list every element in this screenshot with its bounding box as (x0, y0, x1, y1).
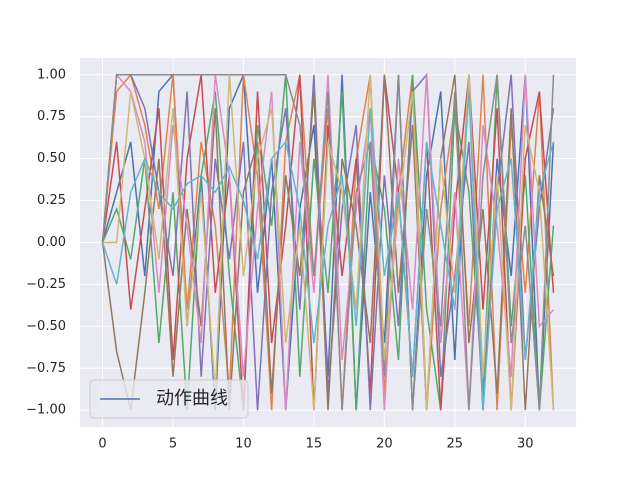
x-tick-label: 5 (169, 437, 177, 452)
x-tick-label: 25 (447, 437, 464, 452)
y-tick-label: 0.00 (37, 235, 66, 250)
y-tick-label: 0.50 (37, 151, 66, 166)
legend-label: 动作曲线 (156, 388, 228, 409)
y-tick-label: 1.00 (37, 67, 66, 82)
x-tick-label: 30 (517, 437, 534, 452)
x-tick-label: 20 (376, 437, 393, 452)
series-line (101, 72, 555, 411)
y-tick-label: 0.75 (37, 109, 66, 124)
y-tick-label: −0.50 (26, 319, 66, 334)
series-line (102, 74, 555, 411)
series-line (101, 74, 555, 411)
y-tick-label: −1.00 (26, 403, 66, 418)
x-tick-label: 10 (235, 437, 252, 452)
legend-box (89, 379, 249, 419)
series-line (101, 91, 555, 411)
y-tick-label: −0.75 (26, 361, 66, 376)
x-tick-label: 0 (98, 437, 106, 452)
y-tick-label: −0.25 (26, 277, 66, 292)
y-tick-label: 0.25 (37, 193, 66, 208)
x-tick-label: 15 (306, 437, 323, 452)
